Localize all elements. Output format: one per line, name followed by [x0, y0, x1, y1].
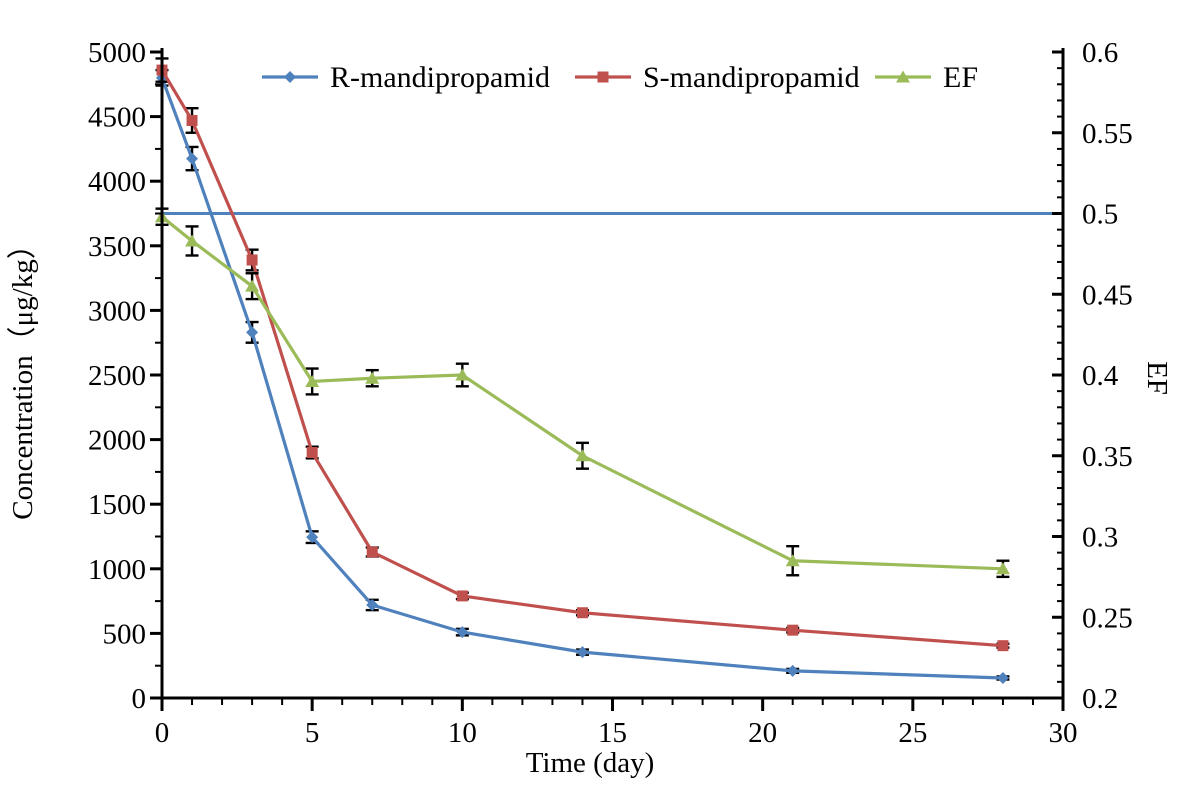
x-tick-label: 10	[448, 717, 477, 749]
square-marker	[997, 640, 1009, 652]
diamond-marker	[996, 671, 1009, 684]
legend-item-EF: EF	[875, 61, 978, 94]
legend: R-mandipropamid S-mandipropamid EF	[262, 61, 978, 94]
x-tick-label: 5	[305, 717, 320, 749]
legend-label: EF	[943, 61, 978, 94]
diamond-marker	[306, 531, 319, 544]
x-tick-label: 15	[598, 717, 627, 749]
y-right-tick-label: 0.35	[1082, 441, 1133, 473]
x-tick-label: 25	[898, 717, 927, 749]
y-left-tick-label: 4000	[88, 166, 146, 198]
square-marker	[306, 447, 318, 459]
y-right-tick-label: 0.25	[1082, 602, 1133, 634]
series-R-mandipropamid	[155, 68, 1010, 684]
square-marker	[576, 607, 588, 619]
x-axis-title: Time (day)	[526, 747, 655, 779]
y-right-tick-label: 0.5	[1082, 199, 1118, 231]
y-right-tick-label: 0.55	[1082, 118, 1133, 150]
legend-marker-triangle	[896, 70, 910, 83]
legend-label: S-mandipropamid	[643, 61, 860, 94]
diamond-marker	[366, 598, 379, 611]
x-tick-label: 30	[1049, 717, 1078, 749]
triangle-marker	[365, 371, 380, 384]
square-marker	[246, 254, 258, 266]
triangle-marker	[575, 449, 590, 462]
y-right-tick-label: 0.2	[1082, 683, 1118, 715]
x-tick-label: 20	[748, 717, 777, 749]
y-left-axis-title: Concentration（μg/kg）	[7, 230, 39, 519]
y-right-axis-title: EF	[1141, 361, 1173, 395]
square-marker	[366, 546, 378, 558]
triangle-marker	[185, 234, 200, 247]
square-marker	[787, 624, 799, 636]
legend-label: R-mandipropamid	[330, 61, 550, 94]
legend-marker-square	[597, 71, 609, 83]
diamond-marker	[246, 326, 259, 339]
diamond-marker	[576, 646, 589, 659]
diamond-marker	[456, 626, 469, 639]
square-marker	[186, 114, 198, 126]
y-right-tick-label: 0.4	[1082, 360, 1119, 392]
y-left-tick-label: 1000	[88, 554, 146, 586]
y-left-tick-label: 500	[103, 618, 147, 650]
y-left-tick-label: 5000	[88, 37, 146, 69]
legend-item-R-mandipropamid: R-mandipropamid	[262, 61, 550, 94]
diamond-marker	[786, 664, 799, 677]
triangle-marker	[305, 374, 320, 387]
y-left-tick-label: 2500	[88, 360, 146, 392]
diamond-marker	[186, 152, 199, 165]
triangle-marker	[995, 562, 1010, 575]
axes: 0 500 1000 1500 2000 2500 3000 3500 4000 4500 5000…	[88, 37, 1133, 749]
y-left-tick-label: 2000	[88, 425, 146, 457]
y-left-tick-label: 1500	[88, 489, 146, 521]
triangle-marker	[785, 554, 800, 567]
y-right-tick-label: 0.6	[1082, 37, 1118, 69]
y-right-tick-label: 0.45	[1082, 279, 1133, 311]
x-tick-label: 0	[155, 717, 170, 749]
triangle-marker	[455, 368, 470, 381]
y-left-tick-label: 4500	[88, 102, 146, 134]
square-marker	[456, 590, 468, 602]
y-left-tick-label: 3500	[88, 231, 146, 263]
y-left-tick-label: 3000	[88, 295, 146, 327]
triangle-marker	[245, 279, 260, 292]
legend-marker-diamond	[284, 71, 296, 83]
y-right-tick-label: 0.3	[1082, 522, 1118, 554]
legend-item-S-mandipropamid: S-mandipropamid	[575, 61, 860, 94]
y-left-tick-label: 0	[132, 683, 147, 715]
